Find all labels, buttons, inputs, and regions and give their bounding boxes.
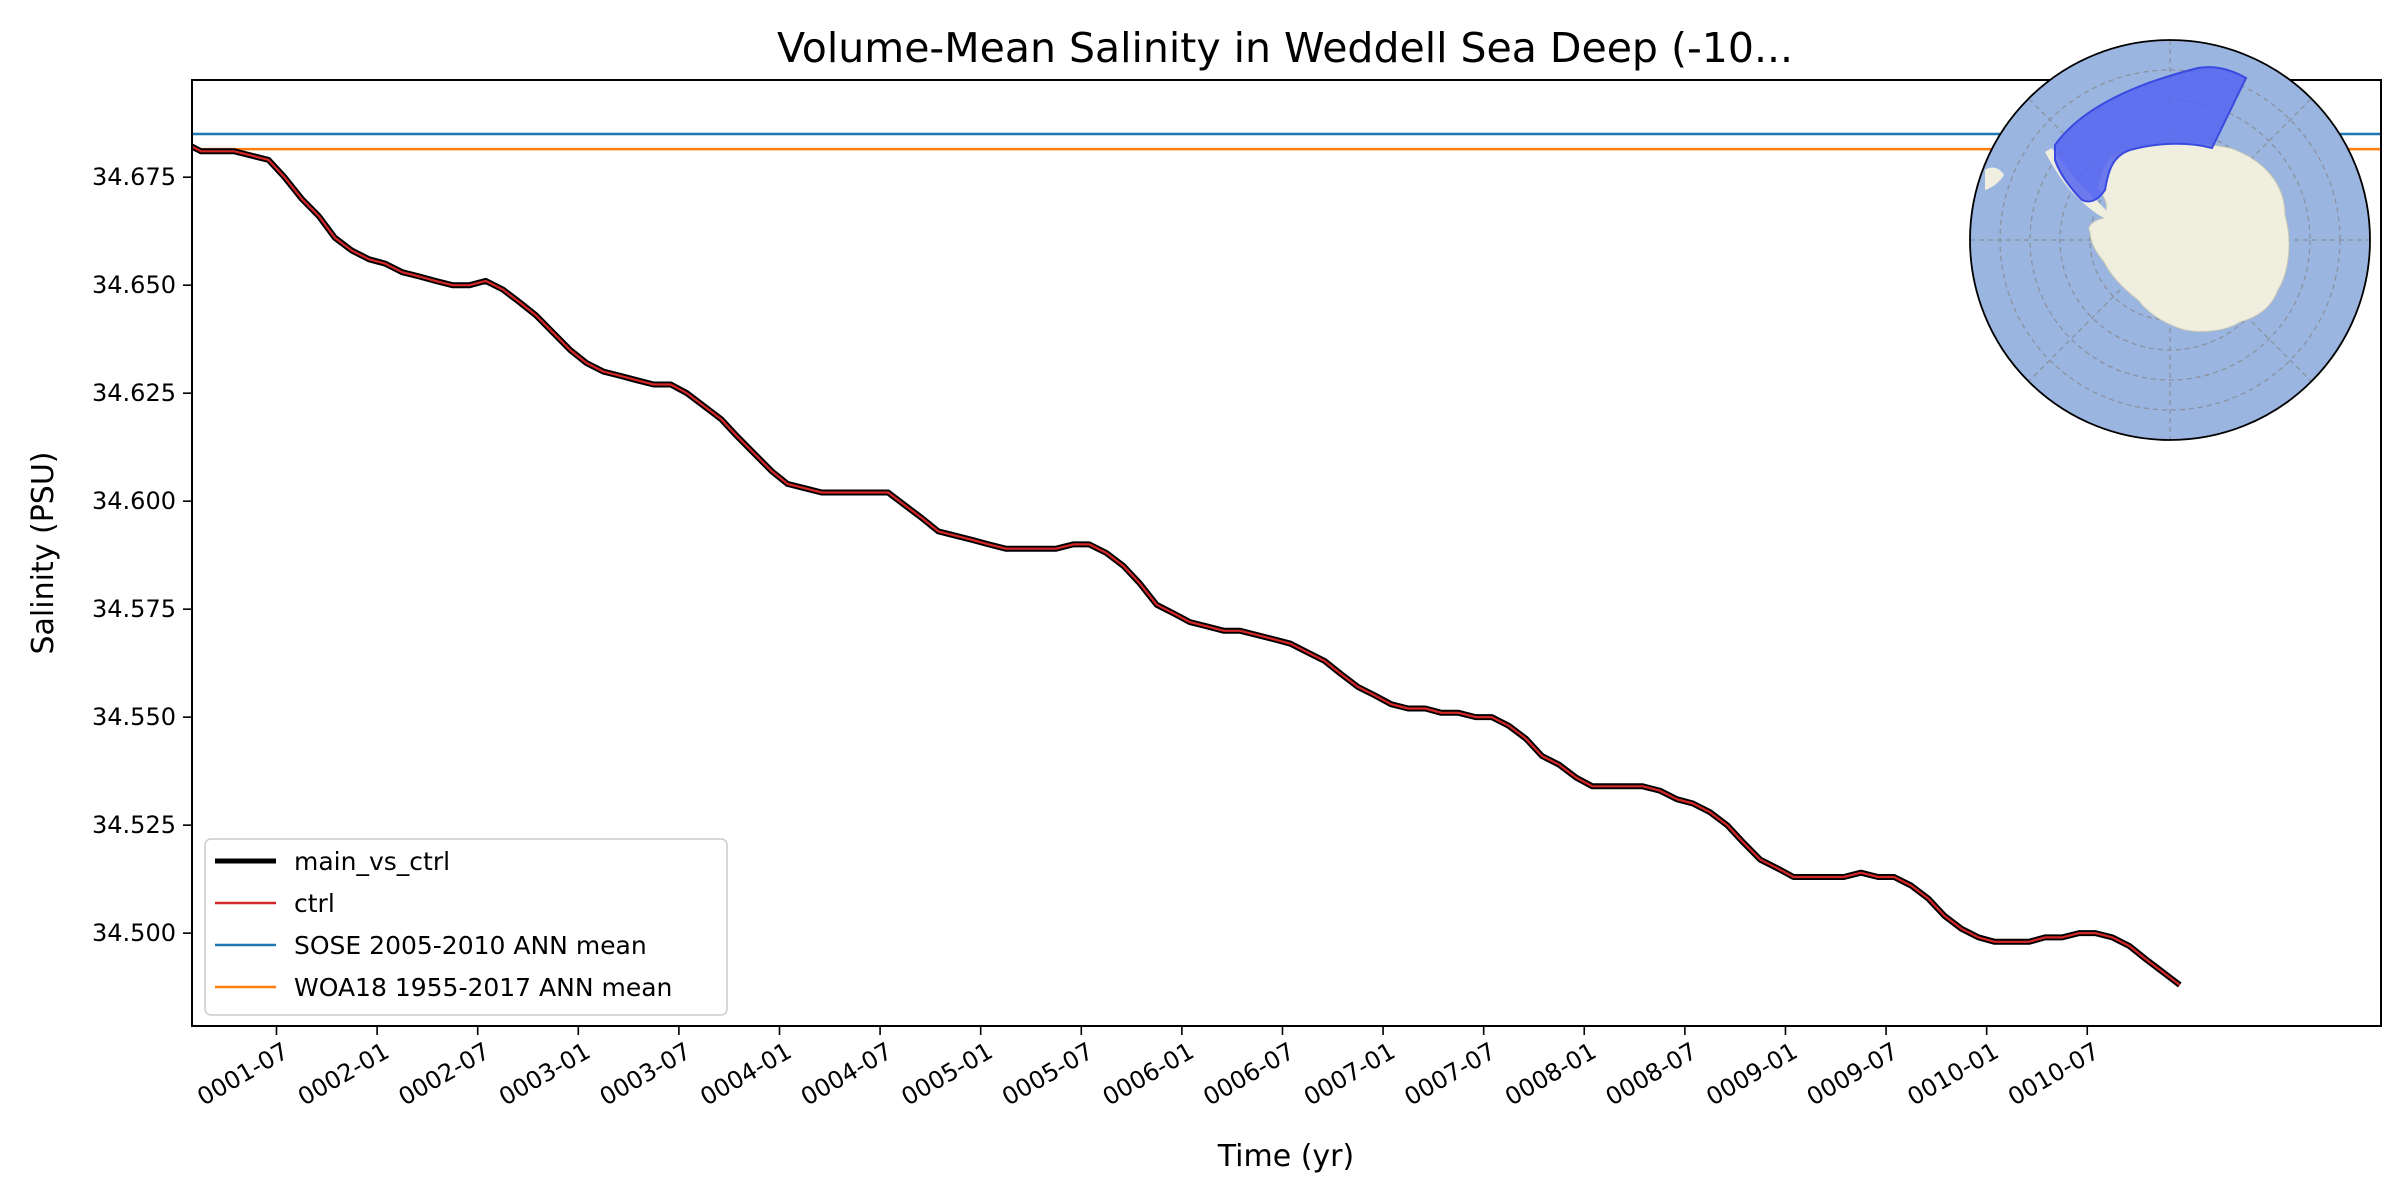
y-tick-label: 34.575 [92,595,176,623]
inset-map-weddell-sea [1969,39,2371,441]
map-weddell-region [2054,66,2248,203]
y-tick-label: 34.525 [92,811,176,839]
y-axis: 34.500 34.525 34.550 34.575 34.600 34.625 34.6… [92,163,192,947]
y-tick-label: 34.550 [92,703,176,731]
legend-label-woa18: WOA18 1955-2017 ANN mean [294,973,672,1002]
y-tick-label: 34.600 [92,487,176,515]
map-border [1969,39,2371,441]
chart-title: Volume-Mean Salinity in Weddell Sea Deep… [777,24,1793,72]
map-south-america [1985,167,2004,190]
y-tick-label: 34.650 [92,271,176,299]
legend-label-sose: SOSE 2005-2010 ANN mean [294,931,647,960]
series-line-ctrl [192,145,2181,986]
plot-frame [191,79,2382,1027]
y-tick-label: 34.625 [92,379,176,407]
y-tick-label: 34.675 [92,163,176,191]
legend-label-main-vs-ctrl: main_vs_ctrl [294,847,450,876]
legend-box [204,838,728,1016]
y-tick-label: 34.500 [92,919,176,947]
x-axis-title: Time (yr) [1217,1139,1354,1174]
legend: main_vs_ctrl ctrl SOSE 2005-2010 ANN mea… [204,838,728,1016]
y-axis-title: Salinity (PSU) [26,452,61,655]
legend-label-ctrl: ctrl [294,889,335,918]
